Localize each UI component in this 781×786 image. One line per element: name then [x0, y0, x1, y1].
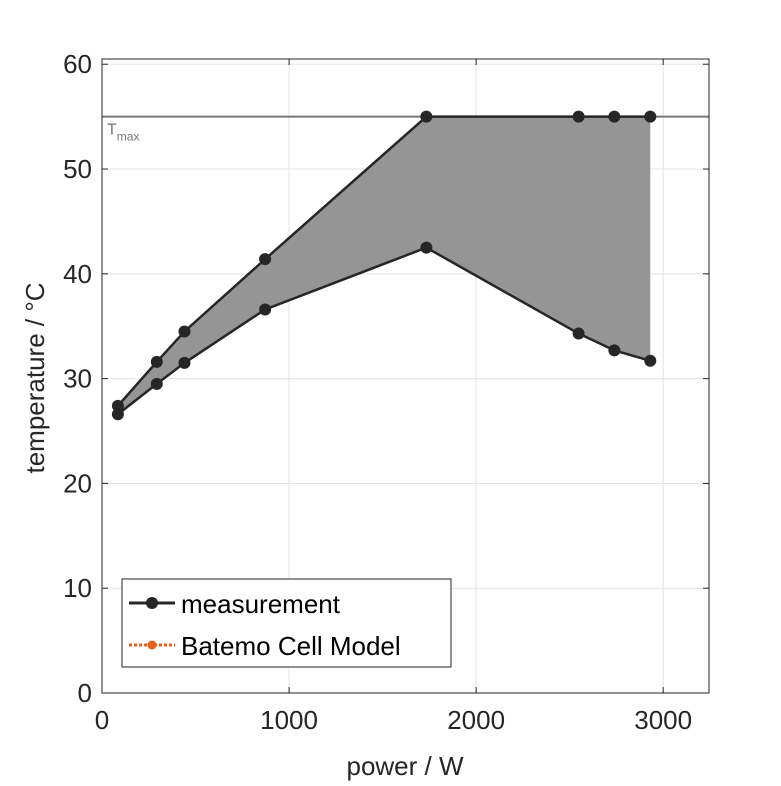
legend-measurement-label: measurement — [181, 589, 341, 619]
tmax-label-sub: max — [117, 130, 140, 144]
range-band — [117, 116, 651, 415]
y-tick-label: 20 — [63, 468, 92, 498]
legend-model-marker — [147, 640, 157, 650]
data-point — [259, 253, 272, 266]
legend-measurement-marker — [146, 597, 158, 609]
x-tick-label: 1000 — [260, 705, 318, 735]
data-point — [644, 354, 657, 367]
data-point — [178, 325, 191, 338]
x-axis-label: power / W — [346, 751, 463, 781]
axes: 0 1000 2000 3000 0 10 20 30 40 50 60 — [63, 49, 710, 735]
data-point — [178, 356, 191, 369]
data-point — [111, 399, 124, 412]
data-point — [420, 110, 433, 123]
y-tick-label: 40 — [63, 259, 92, 289]
y-axis-label: temperature / °C — [20, 282, 50, 473]
axes-box — [101, 58, 710, 694]
series — [111, 110, 657, 421]
data-point — [420, 241, 433, 254]
x-tick-label: 0 — [95, 705, 109, 735]
data-point — [572, 327, 585, 340]
data-point — [150, 377, 163, 390]
y-tick-label: 50 — [63, 154, 92, 184]
y-tick-label: 0 — [78, 678, 92, 708]
data-point — [608, 344, 621, 357]
x-tick-label: 3000 — [634, 705, 692, 735]
data-point — [259, 303, 272, 316]
legend: measurement Batemo Cell Model — [121, 578, 452, 668]
y-tick-label: 30 — [63, 364, 92, 394]
data-point — [150, 355, 163, 368]
tmax-label-main: T — [107, 122, 117, 139]
data-point — [608, 110, 621, 123]
legend-model-label: Batemo Cell Model — [181, 631, 401, 661]
data-point — [572, 110, 585, 123]
data-point — [111, 408, 124, 421]
y-tick-label: 60 — [63, 49, 92, 79]
x-tick-label: 2000 — [447, 705, 505, 735]
data-point — [644, 110, 657, 123]
y-tick-label: 10 — [63, 573, 92, 603]
legend-box — [121, 578, 452, 668]
tmax-label: Tmax — [107, 122, 139, 144]
band — [117, 116, 651, 415]
